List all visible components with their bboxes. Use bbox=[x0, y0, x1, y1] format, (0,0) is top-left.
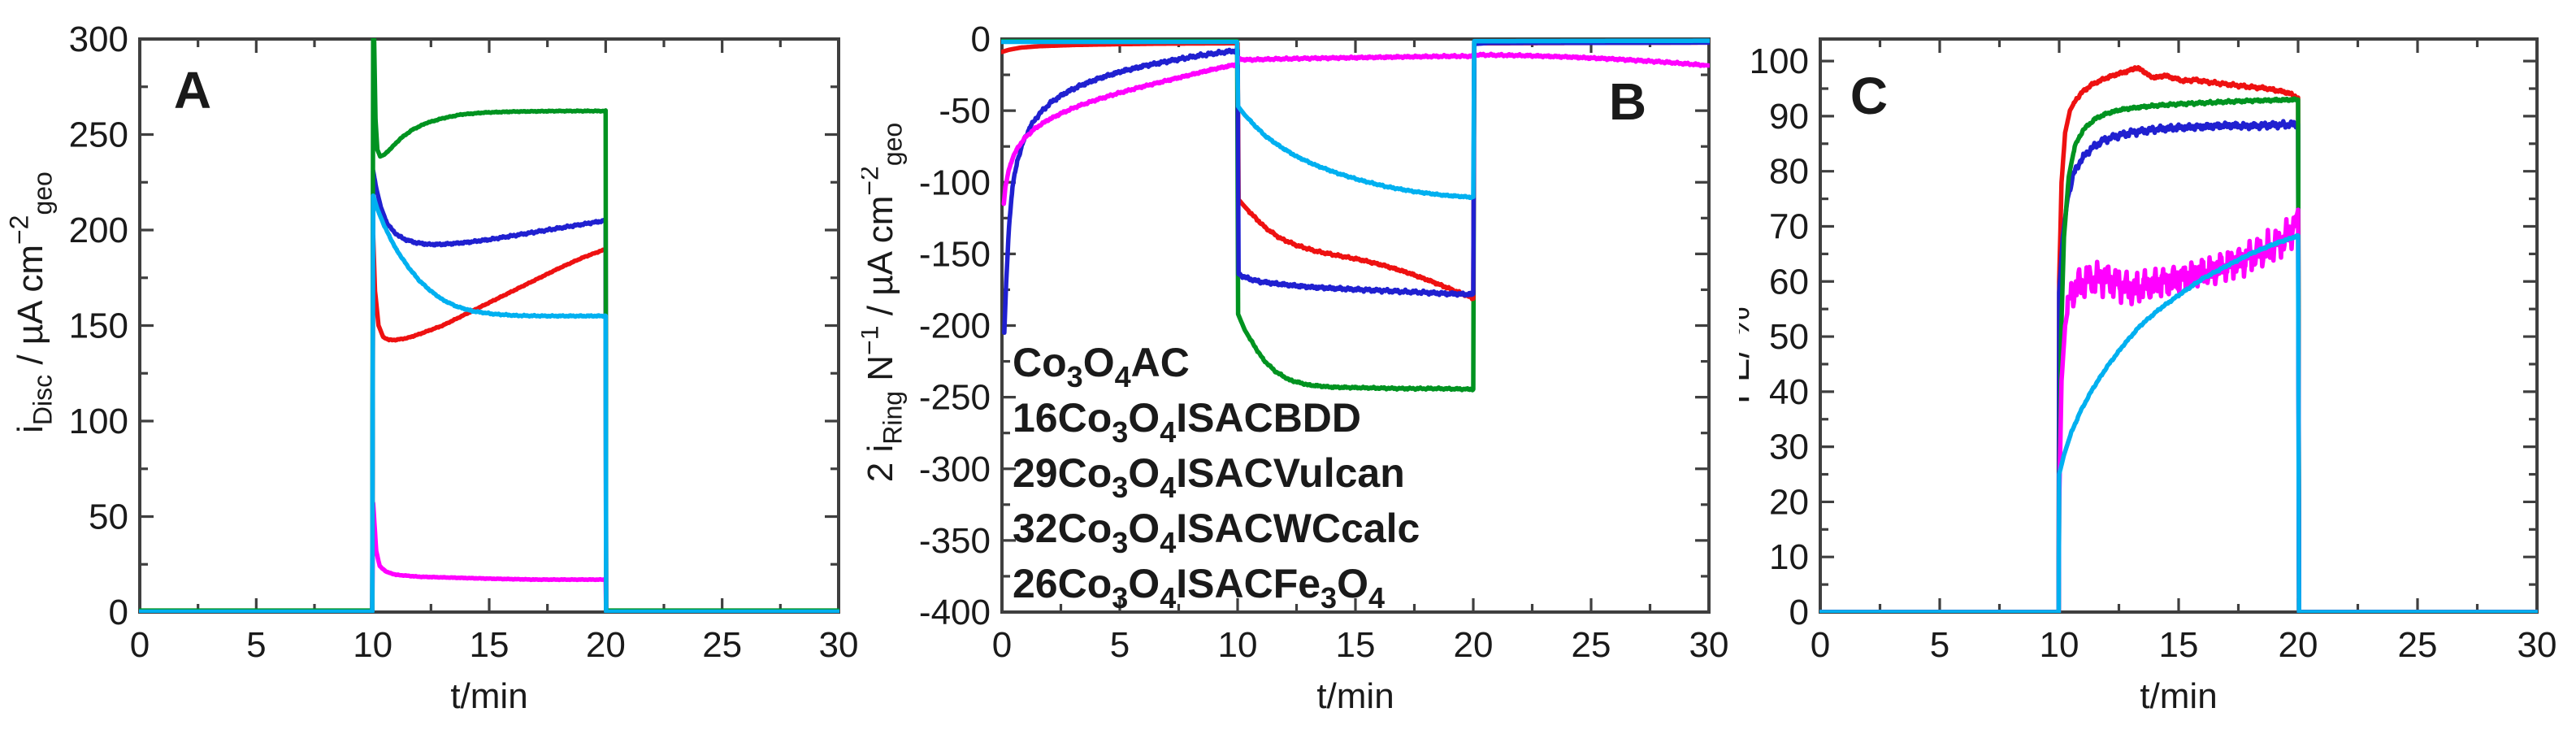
series-line bbox=[1819, 65, 2538, 613]
plot-area-a: 0 5 10 15 20 25 30050100150200250300t/miniDisc… bbox=[4, 20, 858, 716]
panel-letter-c: C bbox=[1850, 67, 1888, 125]
x-tick-label: 10 bbox=[353, 625, 392, 665]
panel-letter-a: A bbox=[174, 61, 211, 119]
series-line bbox=[1819, 96, 2538, 613]
x-tick-label: 0 bbox=[1811, 625, 1830, 665]
panel-letter-b: B bbox=[1609, 72, 1646, 131]
x-tick-label: 15 bbox=[470, 625, 510, 665]
chart-panel-b: 0 5 10 15 20 25 30 0 -50 -100 -150 -200 -250 -300 -350… bbox=[861, 20, 1728, 716]
y-tick-label: 20 bbox=[1769, 482, 1809, 522]
y-tick-label: 50 bbox=[1769, 317, 1809, 357]
y-tick-label: 50 bbox=[89, 497, 128, 537]
series-line bbox=[1819, 207, 2538, 613]
x-axis-title: t/min bbox=[450, 676, 527, 716]
legend-entry: 29Co3O4ISACVulcan bbox=[1013, 450, 1405, 504]
series-line bbox=[139, 501, 839, 613]
series-line bbox=[1002, 40, 1710, 336]
x-tick-label: 30 bbox=[819, 625, 859, 665]
y-tick-label: 250 bbox=[69, 115, 128, 155]
series-line bbox=[139, 233, 839, 613]
y-axis-title: iDisc / µA cm−2geo bbox=[4, 172, 57, 433]
series-line bbox=[139, 193, 839, 613]
x-tick-label: 25 bbox=[702, 625, 742, 665]
series-group bbox=[1819, 65, 2538, 613]
y-tick-label: 0 bbox=[1789, 593, 1809, 632]
series-line bbox=[139, 168, 839, 613]
plot-area-c: 0 5 10 15 20 25 30 0 10 20 30 40 50 60 70 80 90 100 t/min F… bbox=[1739, 37, 2557, 716]
x-tick-label: 0 bbox=[130, 625, 150, 665]
series-line bbox=[1001, 40, 1710, 302]
series-group bbox=[139, 38, 839, 613]
x-tick-label: 30 bbox=[2517, 625, 2557, 665]
y-tick-label: 150 bbox=[69, 306, 128, 346]
y-tick-label: 40 bbox=[1769, 372, 1809, 412]
y-tick-label: -200 bbox=[919, 306, 991, 346]
y-tick-label: 0 bbox=[971, 20, 991, 59]
x-tick-label: 5 bbox=[246, 625, 266, 665]
x-tick-label: 25 bbox=[2398, 625, 2438, 665]
axis-frame bbox=[138, 37, 840, 614]
series-line bbox=[1001, 38, 1710, 201]
x-tick-label: 5 bbox=[1110, 625, 1130, 665]
y-tick-label: 70 bbox=[1769, 206, 1809, 246]
x-axis-title: t/min bbox=[2140, 676, 2217, 716]
legend-entry: 32Co3O4ISACWCcalc bbox=[1013, 506, 1420, 559]
legend-entry: 16Co3O4ISACBDD bbox=[1013, 395, 1361, 449]
y-tick-label: -350 bbox=[919, 521, 991, 561]
y-tick-label: 80 bbox=[1769, 152, 1809, 192]
legend: Co3O4AC16Co3O4ISACBDD29Co3O4ISACVulcan32… bbox=[1013, 340, 1420, 615]
y-tick-label: -250 bbox=[919, 378, 991, 418]
x-tick-label: 20 bbox=[1454, 625, 1494, 665]
y-axis-title: 2 iRing N−1 / µA cm−2geo bbox=[861, 123, 907, 482]
y-tick-label: -400 bbox=[919, 593, 991, 632]
plot-area-b: 0 5 10 15 20 25 30 0 -50 -100 -150 -200 -250 -300 -350… bbox=[861, 20, 1728, 716]
x-tick-label: 10 bbox=[1218, 625, 1258, 665]
chart-panel-c: 0 5 10 15 20 25 30 0 10 20 30 40 50 60 70 80 90 100 t/min F… bbox=[1739, 37, 2557, 716]
y-tick-label: -300 bbox=[919, 450, 991, 489]
axis-frame bbox=[1000, 37, 1711, 614]
y-tick-label: -50 bbox=[939, 91, 991, 131]
x-tick-label: 0 bbox=[992, 625, 1012, 665]
series-line bbox=[1819, 233, 2538, 613]
axis-frame bbox=[1819, 37, 2539, 614]
y-tick-label: 10 bbox=[1769, 537, 1809, 577]
y-tick-label: -100 bbox=[919, 163, 991, 202]
series-line bbox=[139, 38, 839, 613]
y-tick-label: 200 bbox=[69, 211, 128, 250]
y-tick-label: 60 bbox=[1769, 262, 1809, 302]
x-axis-title: t/min bbox=[1316, 676, 1394, 716]
y-tick-label: 90 bbox=[1769, 97, 1809, 137]
x-tick-label: 25 bbox=[1572, 625, 1611, 665]
legend-entry: Co3O4AC bbox=[1013, 340, 1190, 393]
series-line bbox=[1819, 119, 2538, 613]
y-tick-label: 0 bbox=[109, 593, 128, 632]
y-axis-title: FE/ % bbox=[1739, 306, 1757, 404]
series-line bbox=[1001, 38, 1710, 393]
series-line bbox=[1001, 51, 1710, 206]
x-tick-label: 30 bbox=[1689, 625, 1729, 665]
y-tick-label: 300 bbox=[69, 20, 128, 59]
x-tick-label: 5 bbox=[1930, 625, 1949, 665]
y-tick-label: 30 bbox=[1769, 428, 1809, 467]
y-tick-label: -150 bbox=[919, 234, 991, 274]
x-tick-label: 10 bbox=[2040, 625, 2079, 665]
x-tick-label: 15 bbox=[1336, 625, 1376, 665]
x-tick-label: 20 bbox=[586, 625, 626, 665]
series-group bbox=[1001, 38, 1710, 393]
legend-entry: 26Co3O4ISACFe3O4 bbox=[1013, 561, 1385, 615]
y-tick-label: 100 bbox=[1750, 41, 1809, 81]
x-tick-label: 20 bbox=[2279, 625, 2318, 665]
chart-panel-a: 0 5 10 15 20 25 30050100150200250300t/miniDisc… bbox=[4, 20, 858, 716]
x-tick-label: 15 bbox=[2159, 625, 2199, 665]
y-tick-label: 100 bbox=[69, 402, 128, 441]
